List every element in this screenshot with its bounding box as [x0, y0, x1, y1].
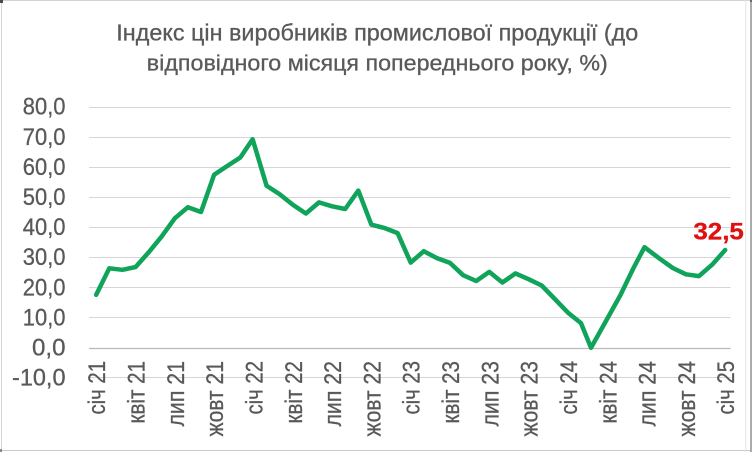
- svg-text:60,0: 60,0: [23, 154, 66, 181]
- svg-text:70,0: 70,0: [23, 124, 66, 151]
- svg-text:січ 23: січ 23: [399, 361, 426, 415]
- svg-text:жовт 24: жовт 24: [674, 361, 701, 437]
- svg-text:лип 24: лип 24: [635, 361, 662, 427]
- svg-text:80,0: 80,0: [23, 94, 66, 121]
- svg-text:квіт 23: квіт 23: [438, 361, 465, 424]
- svg-text:лип 21: лип 21: [163, 361, 190, 427]
- svg-text:квіт 22: квіт 22: [281, 361, 308, 424]
- svg-text:40,0: 40,0: [23, 214, 66, 241]
- svg-text:жовт 22: жовт 22: [359, 361, 386, 437]
- svg-text:жовт 21: жовт 21: [202, 361, 229, 437]
- svg-text:лип 23: лип 23: [477, 361, 504, 427]
- svg-text:січ 24: січ 24: [556, 361, 583, 415]
- svg-text:20,0: 20,0: [23, 274, 66, 301]
- svg-text:квіт 24: квіт 24: [595, 361, 622, 424]
- svg-text:50,0: 50,0: [23, 184, 66, 211]
- svg-text:січ 21: січ 21: [84, 361, 111, 415]
- svg-text:Індекс цін виробників промисло: Індекс цін виробників промислової продук…: [116, 20, 638, 46]
- svg-text:січ 22: січ 22: [242, 361, 269, 415]
- svg-text:0,0: 0,0: [32, 335, 66, 362]
- svg-text:10,0: 10,0: [23, 304, 66, 331]
- svg-text:32,5: 32,5: [693, 219, 744, 246]
- svg-text:січ 25: січ 25: [713, 361, 740, 415]
- svg-text:-10,0: -10,0: [12, 365, 66, 392]
- svg-text:жовт 23: жовт 23: [517, 361, 544, 437]
- svg-text:лип 22: лип 22: [320, 361, 347, 427]
- svg-text:квіт 21: квіт 21: [124, 361, 151, 424]
- svg-text:30,0: 30,0: [23, 244, 66, 271]
- svg-text:відповідного місяця попередньо: відповідного місяця попереднього року, %…: [147, 51, 608, 76]
